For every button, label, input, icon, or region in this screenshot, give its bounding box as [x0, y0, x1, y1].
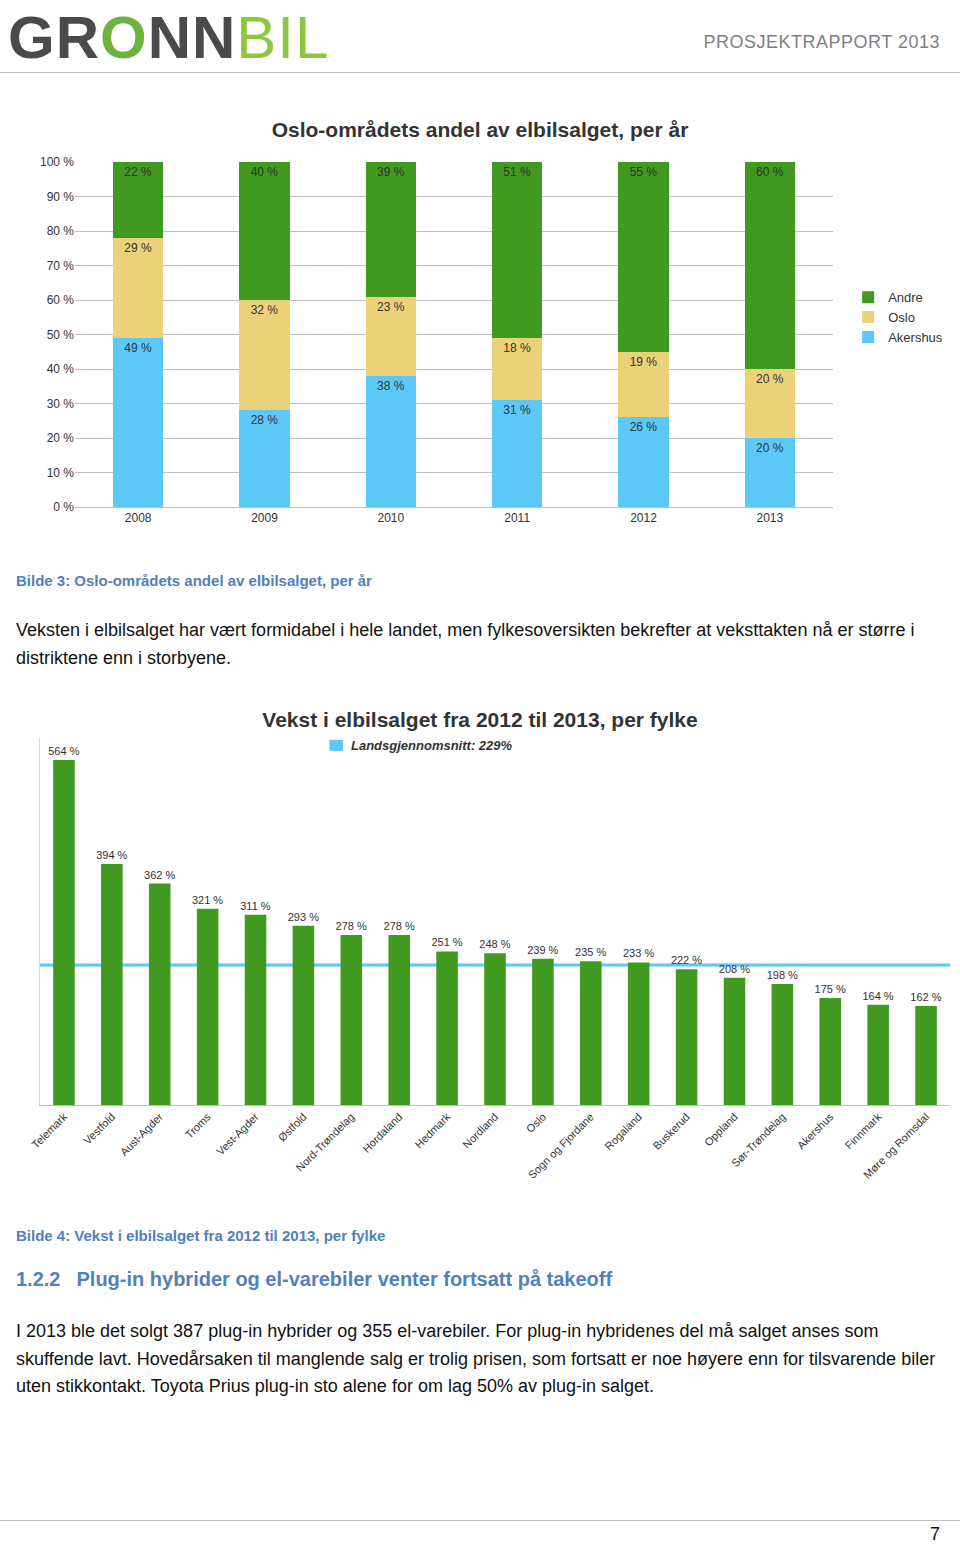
svg-text:0 %: 0 %: [53, 500, 74, 514]
svg-text:23 %: 23 %: [377, 300, 405, 314]
svg-text:175 %: 175 %: [815, 983, 846, 995]
svg-text:70 %: 70 %: [47, 259, 75, 273]
svg-text:90 %: 90 %: [47, 190, 75, 204]
svg-text:2008: 2008: [125, 511, 152, 525]
svg-text:55 %: 55 %: [630, 165, 658, 179]
svg-text:164 %: 164 %: [862, 990, 893, 1002]
svg-text:19 %: 19 %: [630, 355, 658, 369]
svg-text:Buskerud: Buskerud: [651, 1111, 692, 1152]
svg-text:38 %: 38 %: [377, 379, 405, 393]
svg-text:362 %: 362 %: [144, 869, 175, 881]
svg-text:Nordland: Nordland: [460, 1111, 500, 1151]
svg-text:251 %: 251 %: [431, 936, 462, 948]
svg-text:Vestfold: Vestfold: [81, 1111, 117, 1147]
svg-text:Akershus: Akershus: [795, 1110, 836, 1151]
svg-text:32 %: 32 %: [251, 303, 279, 317]
svg-text:Hedmark: Hedmark: [412, 1110, 452, 1150]
svg-text:239 %: 239 %: [527, 944, 558, 956]
svg-text:Nord-Trøndelag: Nord-Trøndelag: [294, 1111, 357, 1174]
svg-text:Landsgjennomsnitt: 229%: Landsgjennomsnitt: 229%: [351, 738, 513, 753]
svg-text:Møre og Romsdal: Møre og Romsdal: [861, 1111, 931, 1181]
svg-text:20 %: 20 %: [756, 441, 784, 455]
svg-text:235 %: 235 %: [575, 946, 606, 958]
svg-text:278 %: 278 %: [336, 920, 367, 932]
html-text:I 2013 ble det solgt 387 plug-: I 2013 ble det solgt 387 plug-in hybride…: [16, 1321, 936, 1396]
html-text:7: 7: [930, 1524, 940, 1544]
svg-text:31 %: 31 %: [503, 403, 531, 417]
svg-text:248 %: 248 %: [479, 938, 510, 950]
svg-text:49 %: 49 %: [124, 341, 152, 355]
svg-text:311 %: 311 %: [240, 900, 271, 912]
svg-text:Rogaland: Rogaland: [602, 1111, 644, 1153]
html-text:1.2.2: 1.2.2: [16, 1268, 61, 1290]
svg-text:60 %: 60 %: [756, 165, 784, 179]
html-text:GR O NN BIL: GR O NN BIL: [8, 4, 330, 71]
svg-text:222 %: 222 %: [671, 954, 702, 966]
svg-text:Akershus: Akershus: [888, 330, 943, 345]
svg-text:20 %: 20 %: [756, 372, 784, 386]
html-text:Bilde 3: Oslo-områdets andel a: Bilde 3: Oslo-områdets andel av elbilsal…: [16, 572, 372, 589]
svg-text:Hordaland: Hordaland: [360, 1111, 404, 1155]
svg-text:Oslo-områdets andel av elbilsa: Oslo-områdets andel av elbilsalget, per …: [272, 118, 689, 141]
svg-text:20 %: 20 %: [47, 431, 75, 445]
svg-text:293 %: 293 %: [288, 911, 319, 923]
svg-text:26 %: 26 %: [630, 420, 658, 434]
svg-text:29 %: 29 %: [124, 241, 152, 255]
svg-text:28 %: 28 %: [251, 413, 279, 427]
svg-text:Telemark: Telemark: [29, 1110, 69, 1150]
svg-text:2013: 2013: [756, 511, 783, 525]
svg-text:18 %: 18 %: [503, 341, 531, 355]
svg-text:Sogn og Fjordane: Sogn og Fjordane: [526, 1111, 596, 1181]
svg-text:80 %: 80 %: [47, 224, 75, 238]
svg-text:Vekst i elbilsalget fra 2012 t: Vekst i elbilsalget fra 2012 til 2013, p…: [262, 708, 697, 731]
svg-text:2011: 2011: [504, 511, 530, 525]
svg-text:50 %: 50 %: [47, 328, 75, 342]
svg-text:162 %: 162 %: [910, 991, 941, 1003]
svg-text:2012: 2012: [630, 511, 657, 525]
svg-text:2010: 2010: [377, 511, 404, 525]
svg-text:10 %: 10 %: [47, 466, 75, 480]
svg-text:Sør-Trøndelag: Sør-Trøndelag: [729, 1111, 788, 1170]
html-text:PROSJEKTRAPPORT 2013: PROSJEKTRAPPORT 2013: [703, 32, 940, 52]
svg-text:Andre: Andre: [888, 290, 923, 305]
svg-text:51 %: 51 %: [503, 165, 531, 179]
svg-text:233 %: 233 %: [623, 947, 654, 959]
svg-text:60 %: 60 %: [47, 293, 75, 307]
svg-text:321 %: 321 %: [192, 894, 223, 906]
svg-text:100 %: 100 %: [40, 155, 74, 169]
svg-text:40 %: 40 %: [251, 165, 279, 179]
svg-text:564 %: 564 %: [48, 745, 79, 757]
svg-text:198 %: 198 %: [767, 969, 798, 981]
svg-text:Oslo: Oslo: [888, 310, 915, 325]
html-text:Plug-in hybrider og el-varebil: Plug-in hybrider og el-varebiler venter …: [76, 1268, 613, 1290]
html-text:Veksten i elbilsalget har vært: Veksten i elbilsalget har vært formidabe…: [16, 620, 915, 668]
svg-text:39 %: 39 %: [377, 165, 405, 179]
svg-text:394 %: 394 %: [96, 849, 127, 861]
svg-text:40 %: 40 %: [47, 362, 75, 376]
svg-text:22 %: 22 %: [124, 165, 152, 179]
html-text:Bilde 4: Vekst i elbilsalget f: Bilde 4: Vekst i elbilsalget fra 2012 ti…: [16, 1227, 386, 1244]
svg-text:Troms: Troms: [183, 1110, 214, 1141]
svg-text:Aust-Agder: Aust-Agder: [118, 1110, 166, 1158]
svg-text:Vest-Agder: Vest-Agder: [214, 1110, 261, 1157]
svg-text:208 %: 208 %: [719, 963, 750, 975]
svg-text:30 %: 30 %: [47, 397, 75, 411]
svg-text:Finnmark: Finnmark: [843, 1110, 884, 1151]
svg-text:Oslo: Oslo: [524, 1111, 548, 1135]
svg-text:Østfold: Østfold: [276, 1111, 309, 1144]
svg-text:278 %: 278 %: [384, 920, 415, 932]
svg-text:2009: 2009: [251, 511, 278, 525]
svg-text:Oppland: Oppland: [702, 1111, 740, 1149]
